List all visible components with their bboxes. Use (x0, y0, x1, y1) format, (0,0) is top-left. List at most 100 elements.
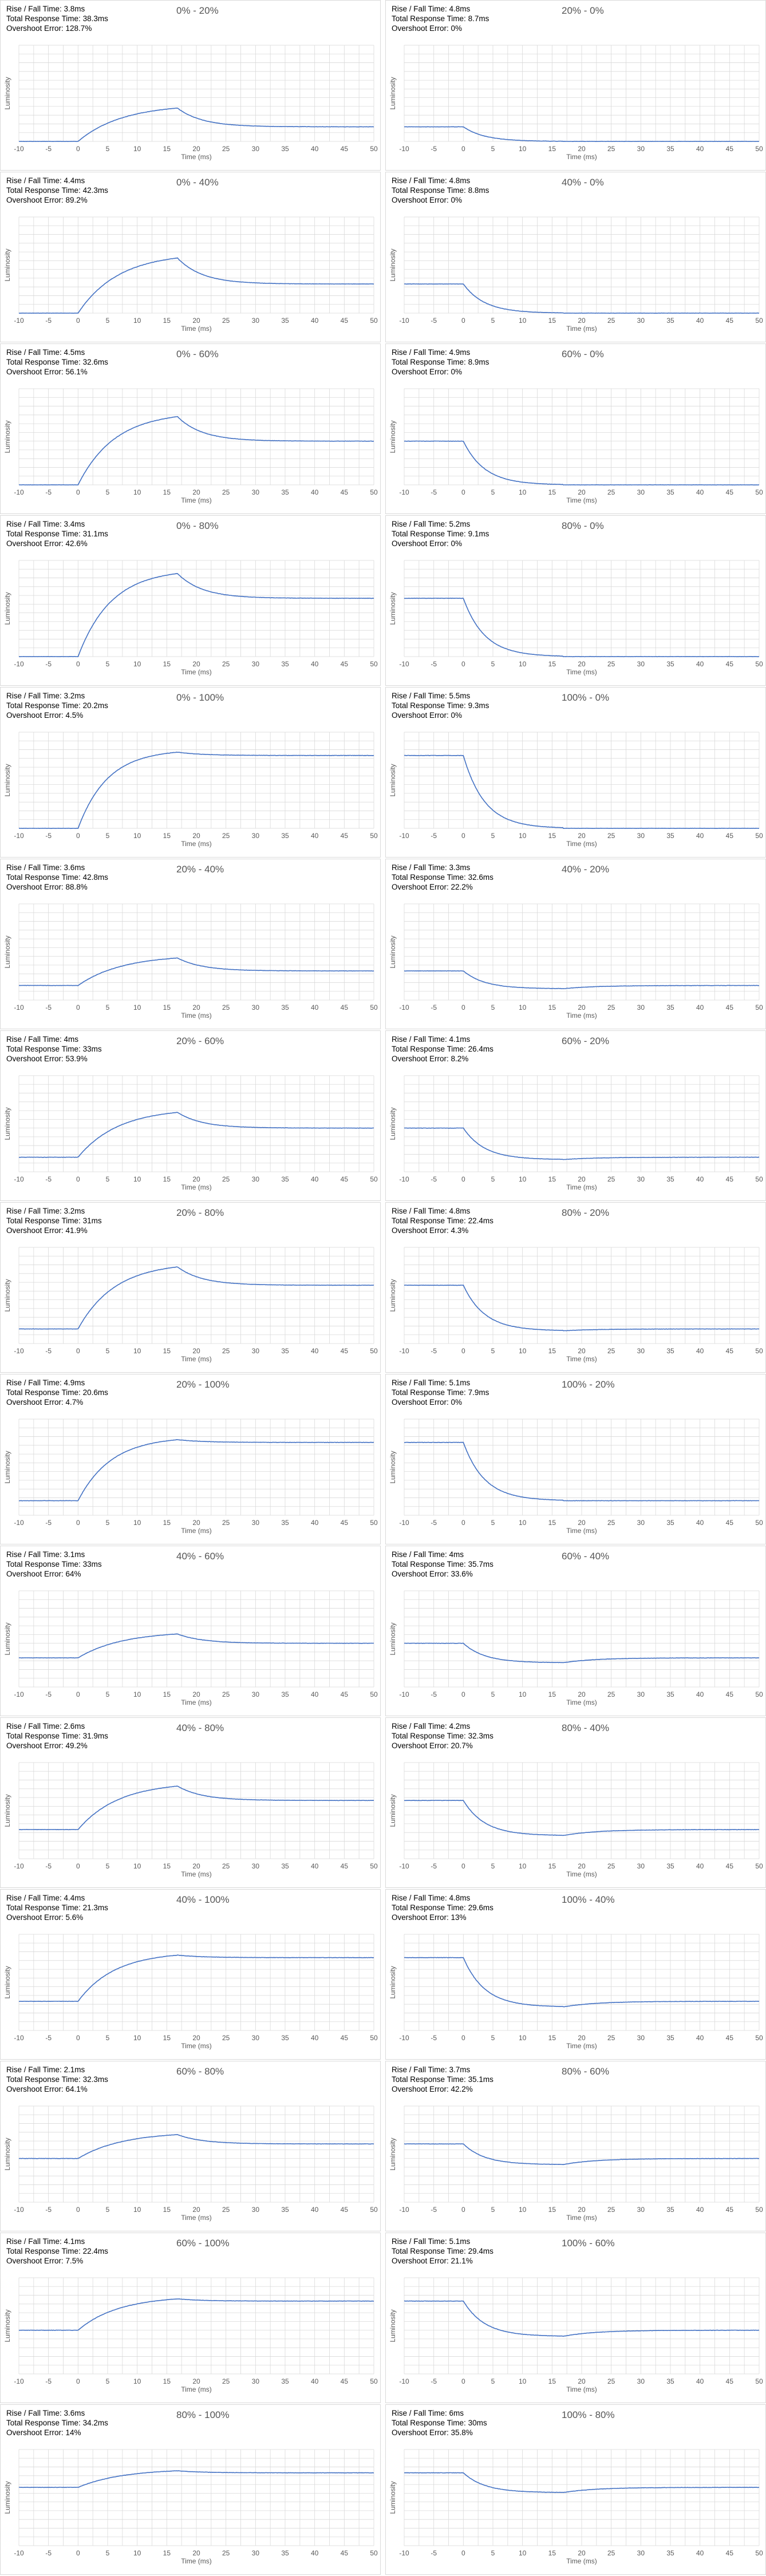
x-tick-label: 15 (163, 1690, 171, 1698)
x-tick-label: 30 (252, 832, 260, 840)
x-tick-label: 45 (341, 660, 349, 668)
x-tick-label: 40 (696, 145, 704, 153)
rise-fall-time: Rise / Fall Time: 4ms (392, 1550, 464, 1559)
luminosity-line (404, 440, 760, 486)
x-tick-label: 0 (461, 1003, 465, 1012)
x-axis-label: Time (ms) (566, 496, 597, 504)
rise-fall-time: Rise / Fall Time: 4.8ms (392, 5, 471, 13)
chart-stats: Rise / Fall Time: 3.7ms Total Response Ti… (392, 2065, 493, 2094)
response-chart-svg: -10 -5 0 5 10 15 20 25 30 35 40 45 50 Time (ms) Lumino… (389, 732, 763, 848)
x-tick-label: 0 (461, 1347, 465, 1355)
x-tick-label: 0 (76, 832, 80, 840)
x-tick-label: 0 (76, 2206, 80, 2214)
rise-fall-time: Rise / Fall Time: 3.4ms (6, 520, 85, 528)
x-tick-label: 25 (607, 1519, 615, 1527)
x-tick-label: 50 (370, 1519, 378, 1527)
x-tick-label: 20 (192, 145, 200, 153)
x-tick-label: 35 (666, 1347, 674, 1355)
x-tick-label: 10 (519, 1690, 527, 1698)
x-tick-label: 0 (76, 1347, 80, 1355)
x-tick-label: 20 (192, 832, 200, 840)
x-tick-label: -10 (14, 145, 24, 153)
x-tick-label: 40 (311, 1690, 319, 1698)
x-tick-label: 20 (578, 145, 586, 153)
x-tick-label: 30 (637, 1003, 645, 1012)
x-tick-label: 0 (76, 1175, 80, 1183)
x-tick-label: 5 (106, 1347, 110, 1355)
x-tick-label: 40 (311, 2206, 319, 2214)
x-tick-label: 50 (370, 1690, 378, 1698)
x-tick-label: 10 (133, 1690, 141, 1698)
x-tick-label: 15 (548, 2034, 556, 2042)
x-tick-label: 20 (192, 488, 200, 496)
x-tick-label: -5 (431, 317, 437, 325)
y-axis-label: Luminosity (389, 248, 397, 281)
chart-title: 0% - 80% (176, 520, 219, 531)
response-chart-svg: -10 -5 0 5 10 15 20 25 30 35 40 45 50 Time (ms) Lumino… (389, 1075, 763, 1191)
response-chart-svg: -10 -5 0 5 10 15 20 25 30 35 40 45 50 Time (ms) Lumino… (3, 1247, 378, 1363)
x-tick-label: 20 (578, 660, 586, 668)
x-tick-label: 40 (311, 832, 319, 840)
x-tick-label: 5 (491, 1862, 495, 1870)
x-tick-label: -5 (431, 1003, 437, 1012)
overshoot-error: Overshoot Error: 13% (392, 1913, 467, 1922)
x-tick-label: 30 (637, 1690, 645, 1698)
x-tick-label: 50 (755, 1003, 763, 1012)
x-tick-label: 30 (637, 2206, 645, 2214)
x-tick-label: 40 (311, 2377, 319, 2385)
x-tick-label: 10 (133, 1003, 141, 1012)
luminosity-line (404, 1957, 760, 2008)
total-response-time: Total Response Time: 31.1ms (6, 530, 108, 538)
x-tick-label: 30 (252, 145, 260, 153)
rise-fall-time: Rise / Fall Time: 4.8ms (392, 1894, 471, 1902)
x-tick-label: 0 (461, 488, 465, 496)
response-chart-panel: Rise / Fall Time: 4.5ms Total Response Ti… (0, 343, 381, 514)
x-tick-label: 25 (222, 832, 230, 840)
response-chart-svg: -10 -5 0 5 10 15 20 25 30 35 40 45 50 Time (ms) Lumino… (389, 1934, 763, 2050)
x-tick-label: -5 (45, 2377, 52, 2385)
chart-title: 100% - 60% (562, 2238, 615, 2249)
response-chart-svg: -10 -5 0 5 10 15 20 25 30 35 40 45 50 Time (ms) Lumino… (3, 1075, 378, 1191)
x-tick-label: 10 (133, 832, 141, 840)
chart-title: 80% - 100% (176, 2409, 230, 2420)
x-tick-label: -5 (431, 2549, 437, 2557)
x-tick-label: 10 (519, 1862, 527, 1870)
chart-title: 100% - 0% (562, 692, 610, 703)
x-tick-label: -10 (399, 2549, 409, 2557)
x-tick-label: 50 (370, 1003, 378, 1012)
chart-title: 20% - 80% (176, 1207, 224, 1218)
x-tick-label: -5 (431, 660, 437, 668)
chart-title: 40% - 60% (176, 1551, 224, 1562)
total-response-time: Total Response Time: 22.4ms (6, 2247, 108, 2255)
x-tick-label: 5 (491, 2549, 495, 2557)
response-chart-svg: -10 -5 0 5 10 15 20 25 30 35 40 45 50 Time (ms) Lumino… (3, 2105, 378, 2222)
x-tick-label: 50 (755, 1175, 763, 1183)
response-chart-panel: Rise / Fall Time: 2.6ms Total Response Ti… (0, 1717, 381, 1888)
x-tick-label: 15 (163, 317, 171, 325)
response-chart-panel: Rise / Fall Time: 4.1ms Total Response Ti… (385, 1030, 766, 1201)
x-tick-label: -5 (431, 488, 437, 496)
luminosity-line (18, 752, 374, 829)
x-tick-label: 25 (222, 2377, 230, 2385)
y-axis-label: Luminosity (389, 592, 397, 625)
x-tick-label: 5 (491, 1347, 495, 1355)
x-tick-label: 10 (519, 317, 527, 325)
x-tick-label: 10 (133, 1862, 141, 1870)
x-tick-label: 30 (252, 1003, 260, 1012)
x-tick-label: 15 (548, 317, 556, 325)
response-chart-svg: -10 -5 0 5 10 15 20 25 30 35 40 45 50 Time (ms) Lumino… (3, 388, 378, 504)
x-tick-label: 40 (696, 832, 704, 840)
x-tick-label: 45 (341, 1862, 349, 1870)
x-tick-label: 0 (461, 145, 465, 153)
rise-fall-time: Rise / Fall Time: 3.2ms (6, 1207, 85, 1215)
x-tick-label: 35 (666, 1862, 674, 1870)
x-tick-label: 45 (726, 1690, 734, 1698)
x-tick-label: 30 (252, 2377, 260, 2385)
x-tick-label: 25 (607, 1862, 615, 1870)
chart-stats: Rise / Fall Time: 3.6ms Total Response Ti… (6, 863, 108, 892)
x-tick-label: 15 (548, 832, 556, 840)
response-chart-panel: Rise / Fall Time: 4.2ms Total Response Ti… (385, 1717, 766, 1888)
response-chart-svg: -10 -5 0 5 10 15 20 25 30 35 40 45 50 Time (ms) Lumino… (389, 903, 763, 1020)
response-chart-svg: -10 -5 0 5 10 15 20 25 30 35 40 45 50 Time (ms) Lumino… (3, 732, 378, 848)
y-axis-label: Luminosity (3, 1279, 11, 1311)
